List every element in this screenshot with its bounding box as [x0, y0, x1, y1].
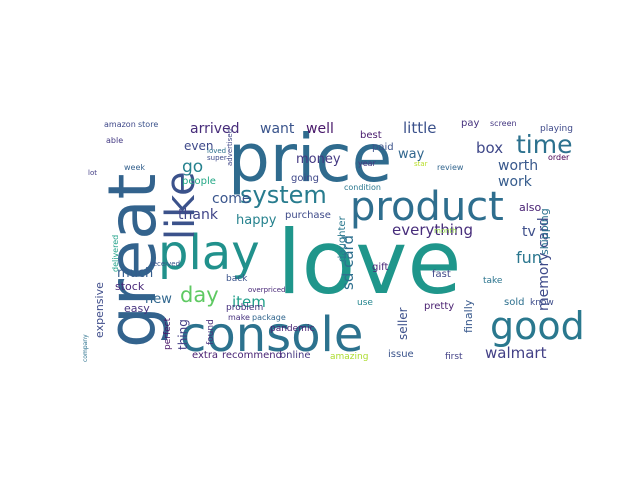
word-price: price [228, 120, 392, 197]
word-easy: easy [124, 302, 150, 315]
word-finally: finally [462, 299, 475, 333]
word-even: even [184, 139, 213, 153]
word-arrived: arrived [190, 121, 240, 137]
word-much: much [117, 266, 153, 281]
word-screen: screen [490, 119, 517, 128]
word-best: best [360, 130, 382, 141]
word-well: well [306, 121, 334, 137]
word-pretty: pretty [424, 301, 454, 312]
word-thank: thank [178, 207, 219, 223]
word-problem: problem [226, 303, 263, 313]
word-lot: lot [88, 169, 97, 177]
word-also: also [519, 201, 542, 214]
word-back: back [226, 274, 248, 284]
word-tv: tv [522, 224, 536, 240]
word-order: order [548, 153, 570, 162]
word-found: found [206, 319, 216, 345]
word-able: able [106, 136, 123, 145]
word-worth: worth [498, 158, 538, 174]
word-seller: seller [396, 307, 410, 340]
word-extra: extra [192, 350, 218, 361]
word-purchase: purchase [285, 210, 331, 221]
word-week: week [124, 163, 145, 172]
word-store: store [138, 120, 158, 129]
word-new: new [145, 292, 172, 307]
word-everything: everything [392, 221, 473, 239]
word-sd-card: sd card [339, 235, 357, 290]
word-condition: condition [344, 183, 381, 192]
word-play: play [158, 225, 260, 281]
word-like: like [158, 171, 204, 240]
word-shipping: shipping [538, 208, 551, 255]
word-system: system [240, 181, 327, 209]
word-daughter: daughter [337, 215, 348, 262]
word-star: star [414, 160, 428, 168]
word-super: super [207, 154, 227, 162]
word-item: item [232, 293, 266, 311]
word-delivered: delivered [111, 235, 120, 272]
word-console: console [180, 307, 363, 363]
word-going: going [291, 173, 319, 184]
word-review: review [437, 163, 464, 172]
word-paid: paid [372, 142, 394, 153]
word-overpriced: overpriced [248, 286, 285, 294]
word-come: come [212, 191, 251, 207]
word-go: go [182, 157, 203, 177]
word-loved: loved [207, 147, 226, 155]
word-love: love [277, 211, 462, 314]
word-great: great [94, 173, 171, 348]
word-package: package [252, 313, 286, 322]
word-perfect: perfect [163, 317, 173, 350]
word-time: time [516, 130, 572, 159]
word-box: box [476, 139, 503, 157]
word-year: year [358, 159, 377, 168]
word-day: day [180, 283, 219, 307]
word-month: month [434, 227, 457, 235]
word-fast: fast [432, 269, 451, 280]
word-playing: playing [540, 124, 573, 134]
word-know: know [530, 298, 554, 308]
word-fun: fun [516, 248, 542, 267]
word-memory-card: memory card [536, 217, 552, 311]
word-amazon: amazon [104, 120, 136, 129]
word-take: take [483, 276, 503, 286]
word-online: online [280, 350, 311, 361]
word-make: make [228, 313, 250, 322]
word-company: company [82, 334, 89, 362]
word-people: people [182, 176, 216, 187]
word-good: good [490, 304, 585, 348]
word-recommend: recommend [222, 350, 282, 361]
word-use: use [357, 298, 373, 308]
word-advertised: advertised [226, 129, 234, 166]
word-thing: thing [176, 319, 190, 350]
word-received: received [150, 260, 180, 268]
word-walmart: walmart [485, 344, 547, 362]
word-way: way [398, 147, 425, 162]
word-first: first [445, 352, 463, 362]
word-amazing: amazing [330, 352, 368, 362]
word-gift: gift [372, 262, 388, 273]
word-work: work [498, 174, 533, 190]
word-issue: issue [388, 349, 414, 360]
word-product: product [350, 184, 504, 230]
word-sold: sold [504, 297, 524, 308]
word-expensive: expensive [93, 282, 106, 338]
word-cloud-background [80, 120, 580, 368]
word-pandemic: pandemic [270, 324, 314, 334]
word-pay: pay [461, 118, 479, 129]
word-money: money [296, 152, 341, 167]
word-want: want [260, 121, 295, 137]
word-happy: happy [236, 213, 277, 228]
word-stock: stock [115, 280, 145, 293]
word-little: little [403, 119, 437, 137]
